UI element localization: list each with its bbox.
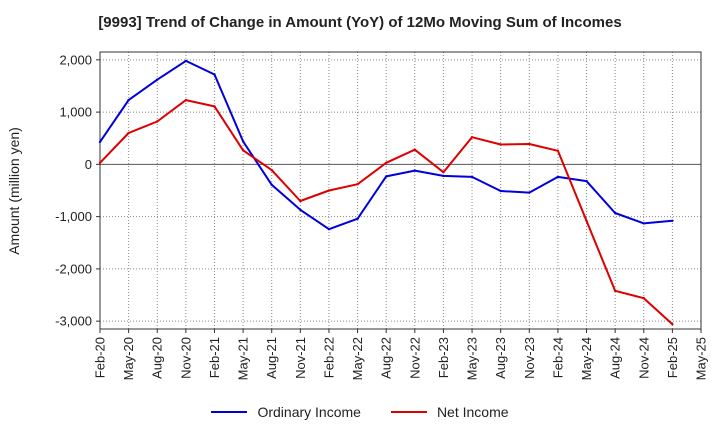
y-tick-label: -2,000 xyxy=(55,261,92,276)
data-point-ordinary-income xyxy=(613,211,617,215)
y-tick-label: 0 xyxy=(85,157,92,172)
legend-swatch-net-income xyxy=(390,411,427,413)
data-point-net-income xyxy=(98,161,102,164)
data-point-net-income xyxy=(385,161,388,164)
x-tick-label: Aug-24 xyxy=(608,337,623,379)
data-point-ordinary-income xyxy=(470,175,474,179)
x-tick-label: Aug-21 xyxy=(264,337,279,379)
data-point-ordinary-income xyxy=(241,140,245,143)
legend-swatch-ordinary-income xyxy=(211,411,248,413)
data-point-ordinary-income xyxy=(442,174,445,178)
data-point-ordinary-income xyxy=(98,140,102,144)
x-tick-label: Feb-24 xyxy=(550,337,565,378)
x-tick-label: Nov-24 xyxy=(636,337,651,379)
legend-item-net-income: Net Income xyxy=(390,404,509,420)
x-tick-label: Aug-20 xyxy=(150,337,165,379)
data-point-net-income xyxy=(642,297,645,300)
data-point-ordinary-income xyxy=(356,217,359,220)
data-point-net-income xyxy=(470,136,474,139)
x-tick-label: May-21 xyxy=(236,337,251,380)
y-tick-label: -3,000 xyxy=(55,314,92,329)
data-point-ordinary-income xyxy=(270,183,273,186)
x-tick-label: Feb-21 xyxy=(207,337,222,378)
y-tick-label: 1,000 xyxy=(59,105,92,120)
data-point-ordinary-income xyxy=(213,73,216,76)
legend: Ordinary Income Net Income xyxy=(0,404,720,420)
data-point-net-income xyxy=(213,105,216,108)
data-point-ordinary-income xyxy=(413,169,416,172)
legend-label-net-income: Net Income xyxy=(436,404,509,420)
data-point-net-income xyxy=(442,171,445,174)
data-point-ordinary-income xyxy=(127,98,130,102)
data-point-net-income xyxy=(671,323,674,326)
x-tick-label: Aug-23 xyxy=(493,337,508,379)
x-tick-label: Feb-23 xyxy=(436,337,451,378)
data-point-ordinary-income xyxy=(556,175,560,179)
x-tick-label: Feb-20 xyxy=(93,337,108,378)
plot-area-border xyxy=(99,51,702,330)
x-tick-label: May-25 xyxy=(694,337,709,380)
grid-layer xyxy=(100,52,701,329)
data-point-net-income xyxy=(556,149,560,152)
data-point-net-income xyxy=(241,149,245,152)
x-tick-label: Nov-23 xyxy=(522,337,537,379)
data-point-net-income xyxy=(327,189,331,192)
data-point-ordinary-income xyxy=(184,59,188,63)
x-tick-label: May-23 xyxy=(465,337,480,380)
x-tick-label: May-20 xyxy=(121,337,136,380)
data-point-ordinary-income xyxy=(156,78,159,81)
x-tick-label: Nov-21 xyxy=(293,337,308,379)
data-point-ordinary-income xyxy=(327,228,331,231)
y-tick-label: -1,000 xyxy=(55,209,92,224)
chart-title: [9993] Trend of Change in Amount (YoY) o… xyxy=(98,14,622,31)
x-tick-label: May-24 xyxy=(579,337,594,380)
legend-item-ordinary-income: Ordinary Income xyxy=(211,404,361,420)
data-point-ordinary-income xyxy=(585,179,588,183)
data-point-net-income xyxy=(528,142,531,146)
y-tick-labels: 2,000 1,000 0 -1,000 -2,000 -3,000 xyxy=(55,52,100,329)
data-point-net-income xyxy=(356,183,359,186)
data-point-net-income xyxy=(413,148,416,151)
data-point-net-income xyxy=(127,131,130,135)
x-tick-label: Feb-22 xyxy=(321,337,336,378)
series-layer xyxy=(98,59,674,326)
data-point-net-income xyxy=(299,199,302,203)
data-point-net-income xyxy=(499,143,502,146)
data-point-net-income xyxy=(184,98,188,102)
data-point-net-income xyxy=(613,289,617,292)
data-point-ordinary-income xyxy=(642,222,645,225)
x-tick-labels: Feb-20 May-20 Aug-20 Nov-20 Feb-21 May-21 Aug-… xyxy=(93,329,709,380)
data-point-net-income xyxy=(156,120,159,123)
legend-label-ordinary-income: Ordinary Income xyxy=(257,404,361,420)
data-point-ordinary-income xyxy=(671,219,674,222)
data-point-ordinary-income xyxy=(528,191,531,194)
data-point-ordinary-income xyxy=(385,175,388,178)
y-tick-label: 2,000 xyxy=(59,52,92,67)
x-tick-label: Nov-22 xyxy=(407,337,422,379)
x-tick-label: Nov-20 xyxy=(178,337,193,379)
y-axis-label: Amount (million yen) xyxy=(6,127,22,255)
data-point-net-income xyxy=(270,168,273,172)
x-tick-label: May-22 xyxy=(350,337,365,380)
data-point-ordinary-income xyxy=(499,189,502,193)
data-point-net-income xyxy=(585,219,588,222)
data-point-ordinary-income xyxy=(299,208,302,211)
x-tick-label: Aug-22 xyxy=(379,337,394,379)
x-tick-label: Feb-25 xyxy=(665,337,680,378)
